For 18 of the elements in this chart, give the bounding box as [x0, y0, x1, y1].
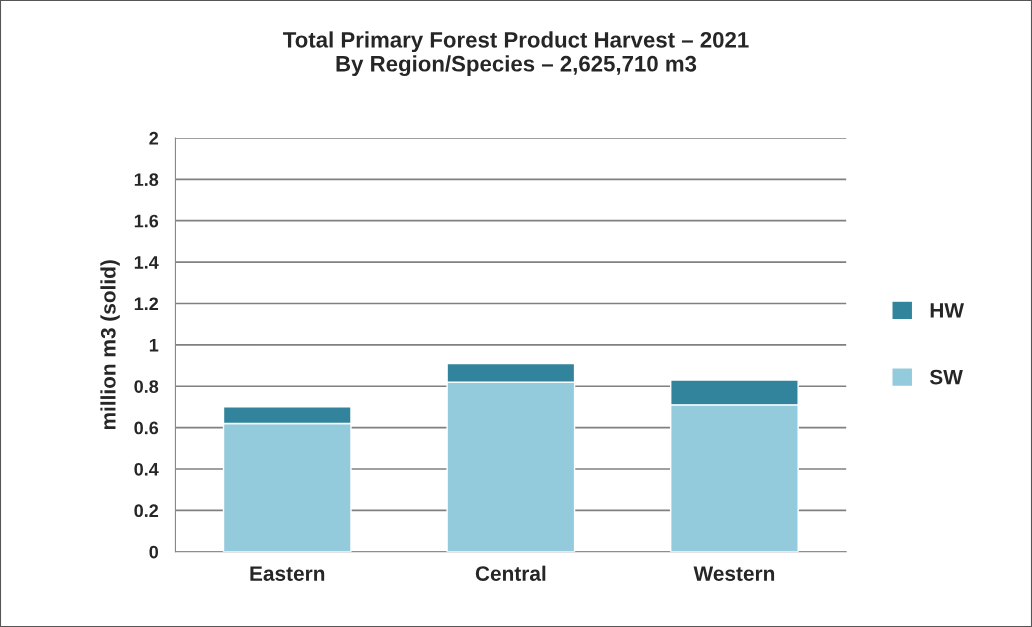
y-tick-label: 1.8 — [134, 173, 159, 187]
y-tick-label: 1.2 — [134, 297, 159, 311]
y-tick-label: 1.4 — [134, 256, 159, 269]
x-tick-label: Western — [693, 566, 775, 581]
y-tick-label: 0 — [149, 545, 159, 559]
x-tick-label: Central — [475, 565, 546, 581]
legend-label: SW — [929, 369, 963, 385]
legend-label: HW — [930, 303, 965, 318]
y-tick-label: 0.8 — [134, 380, 159, 393]
y-tick-label: 0.6 — [134, 421, 159, 435]
y-tick-label: 2 — [149, 131, 159, 145]
y-tick-label: 1 — [149, 338, 159, 352]
x-tick-label: Eastern — [250, 566, 325, 581]
y-axis-title: million m3 (solid) — [100, 260, 120, 430]
y-tick-label: 0.4 — [134, 462, 159, 476]
y-tick-label: 0.2 — [134, 504, 159, 518]
y-tick-label: 1.6 — [134, 214, 159, 228]
chart-title: Total Primary Forest Product Harvest – 2021 By Region/Species – 2,625,710 m3 — [283, 31, 749, 77]
